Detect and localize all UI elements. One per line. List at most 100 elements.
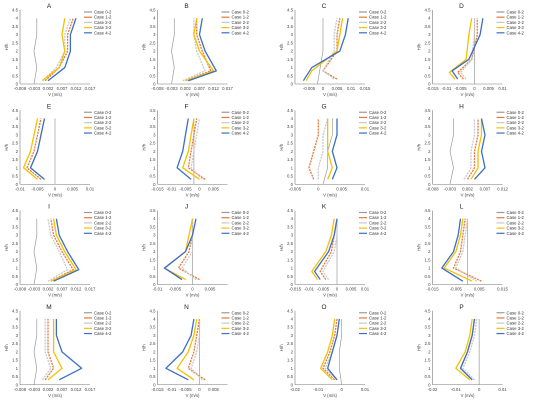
x-tick-label: 0.017 (222, 86, 233, 91)
y-tick-label: 3 (153, 32, 156, 37)
series-line-case-0-2 (338, 318, 343, 385)
series-line-case-2-2 (47, 218, 69, 282)
x-tick-label: -0.005 (31, 186, 44, 191)
y-tick-label: 0 (428, 382, 431, 387)
x-tick-label: -0.005 (169, 287, 182, 292)
y-tick-label: 1 (291, 266, 294, 271)
series-line-case-2-2 (322, 218, 338, 280)
legend-entry: Case 3-2 (507, 326, 525, 331)
y-tick-label: 3 (16, 132, 19, 137)
y-tick-label: 4 (16, 316, 19, 321)
y-tick-label: 4.5 (287, 108, 294, 113)
x-tick-label: -0.005 (179, 387, 192, 392)
series-line-case-4-2 (459, 318, 476, 381)
series-line-case-3-2 (311, 218, 335, 280)
y-tick-label: 2.5 (12, 40, 19, 45)
y-tick-label: 3.5 (425, 224, 432, 229)
y-tick-label: 4 (428, 116, 431, 121)
x-tick-label: -0.01 (313, 387, 323, 392)
y-tick-label: 4 (153, 316, 156, 321)
y-tick-label: 0.5 (425, 174, 432, 179)
legend-entry: Case 4-2 (369, 331, 387, 336)
y-tick-label: 1 (153, 165, 156, 170)
x-tick-label: 0.007 (57, 387, 68, 392)
x-tick-label: 0.007 (57, 287, 68, 292)
y-tick-label: 3 (16, 32, 19, 37)
series-line-case-1-2 (466, 118, 479, 180)
x-tick-label: 0.007 (480, 186, 491, 191)
x-tick-label: 0.002 (43, 287, 54, 292)
panel-g: G00.511.522.533.544.5-0.005 0 0.005 0.01V (… (279, 103, 387, 197)
y-tick-label: 4 (16, 116, 19, 121)
series-line-case-3-2 (327, 118, 333, 180)
y-tick-label: 1.5 (12, 157, 19, 162)
series-line-case-1-2 (185, 18, 212, 82)
legend-entry: Case 2-2 (369, 220, 387, 225)
y-tick-label: 2 (291, 249, 294, 254)
legend-entry: Case 3-2 (94, 25, 112, 30)
legend-entry: Case 2-2 (232, 220, 250, 225)
series-line-case-2-2 (459, 18, 476, 80)
legend-entry: Case 0-2 (369, 110, 387, 115)
legend-entry: Case 3-2 (369, 326, 387, 331)
x-tick-label: 0 (473, 86, 476, 91)
y-tick-label: 4.5 (425, 308, 432, 313)
x-tick-label: -0.01 (451, 387, 461, 392)
series-line-case-1-2 (177, 218, 200, 281)
x-axis-label: V (m/s) (461, 293, 475, 298)
y-tick-label: 2 (153, 49, 156, 54)
x-tick-label: 0 (322, 86, 325, 91)
legend-entry: Case 2-2 (94, 20, 112, 25)
y-tick-label: 1 (16, 165, 19, 170)
x-tick-label: 0.005 (205, 287, 216, 292)
legend-entry: Case 4-2 (232, 331, 250, 336)
panel-n: N 0 0.5 1 1.5 2 2.5 3 3.5 4 4.5 -0.015 -0.01 -0.005 0 0… (142, 304, 250, 398)
x-tick-label: 0 (336, 287, 339, 292)
legend-entry: Case 3-2 (369, 25, 387, 30)
y-tick-label: 1 (428, 65, 431, 70)
x-tick-label: -0.003 (444, 186, 457, 191)
y-tick-label: 1 (291, 65, 294, 70)
legend-entry: Case 4-2 (507, 331, 525, 336)
series-line-case-0-2 (171, 18, 175, 85)
panel-title: D (459, 3, 464, 10)
x-tick-label: 0.01 (498, 86, 507, 91)
y-tick-label: 2 (16, 149, 19, 154)
y-tick-label: 1.5 (425, 157, 432, 162)
y-tick-label: 1.5 (425, 358, 432, 363)
legend-entry: Case 0-2 (507, 310, 525, 315)
y-tick-label: 2.5 (425, 241, 432, 246)
y-tick-label: 2 (428, 149, 431, 154)
legend-entry: Case 1-2 (507, 115, 525, 120)
series-line-case-0-2 (317, 18, 324, 85)
series-line-case-4-2 (302, 18, 349, 82)
y-tick-label: 2 (16, 249, 19, 254)
y-tick-label: 0 (153, 382, 156, 387)
y-tick-label: 0 (153, 82, 156, 87)
panel-title: C (322, 3, 327, 10)
x-tick-label: 0.007 (194, 86, 205, 91)
y-tick-label: 4.5 (150, 308, 157, 313)
y-tick-label: 4.5 (287, 8, 294, 13)
legend-entry: Case 2-2 (507, 321, 525, 326)
x-tick-label: 0.005 (208, 186, 219, 191)
y-tick-label: 0.5 (150, 73, 157, 78)
y-tick-label: 2.5 (287, 341, 294, 346)
y-tick-label: 0 (153, 182, 156, 187)
series-line-case-2-2 (190, 118, 203, 180)
y-tick-label: 4.5 (425, 8, 432, 13)
y-axis-label: H/h (4, 244, 9, 251)
y-axis-label: H/h (417, 244, 422, 251)
legend-entry: Case 4-2 (369, 131, 387, 136)
panel-title: O (321, 304, 326, 311)
y-tick-label: 2.5 (150, 40, 157, 45)
series-line-case-3-2 (320, 318, 336, 381)
y-tick-label: 1.5 (287, 57, 294, 62)
legend-entry: Case 0-2 (507, 110, 525, 115)
y-tick-label: 0.5 (150, 274, 157, 279)
y-tick-label: 0 (16, 182, 19, 187)
y-tick-label: 4 (153, 216, 156, 221)
series-line-case-4-2 (53, 218, 80, 282)
panel-title: M (46, 304, 51, 311)
panel-title: I (48, 204, 50, 211)
